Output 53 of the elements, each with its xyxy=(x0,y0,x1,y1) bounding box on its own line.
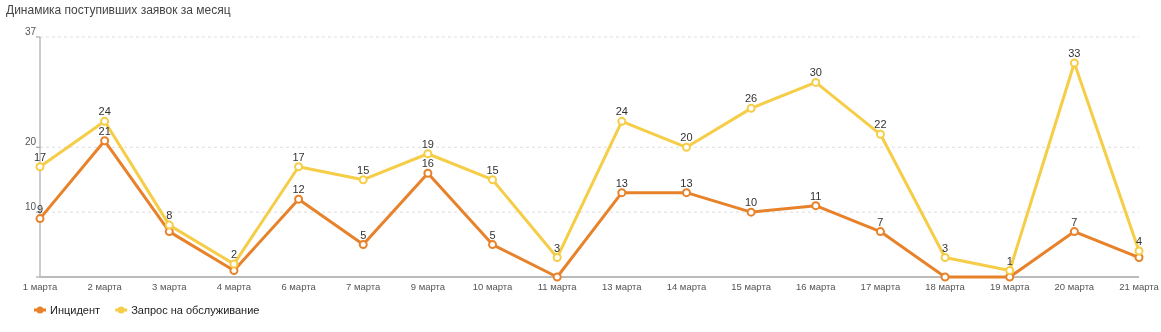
data-label: 15 xyxy=(357,163,370,176)
x-tick-label: 18 марта xyxy=(925,281,966,292)
data-label: 3 xyxy=(942,241,949,254)
data-label: 22 xyxy=(874,118,887,131)
x-tick-label: 7 марта xyxy=(346,281,382,292)
data-label: 17 xyxy=(292,150,305,163)
data-label: 11 xyxy=(810,189,822,202)
x-tick-label: 3 марта xyxy=(152,281,188,292)
data-label: 15 xyxy=(486,163,499,176)
chart-title: Динамика поступивших заявок за месяц xyxy=(6,3,231,17)
x-tick-label: 2 марта xyxy=(87,281,123,292)
x-tick-label: 10 марта xyxy=(472,281,514,292)
data-label: 19 xyxy=(421,137,435,150)
data-label: 13 xyxy=(680,176,693,189)
x-tick-label: 1 марта xyxy=(22,281,58,292)
data-label: 20 xyxy=(680,131,693,144)
legend-label: Инцидент xyxy=(50,304,101,316)
data-label: 2 xyxy=(230,248,237,261)
x-tick-label: 11 марта xyxy=(537,281,578,292)
x-tick-label: 15 марта xyxy=(731,281,772,292)
x-tick-label: 17 марта xyxy=(860,281,901,292)
data-label: 21 xyxy=(98,124,111,137)
data-label: 10 xyxy=(744,196,758,209)
y-tick-label: 20 xyxy=(24,136,37,148)
data-label: 30 xyxy=(809,66,822,79)
data-label: 17 xyxy=(33,150,47,163)
data-label: 9 xyxy=(36,202,44,215)
data-label: 7 xyxy=(1071,215,1078,228)
data-label: 24 xyxy=(615,105,628,118)
y-tick-label: 37 xyxy=(24,26,37,37)
x-tick-label: 16 марта xyxy=(795,281,837,292)
data-label: 12 xyxy=(292,183,305,196)
x-tick-label: 21 марта xyxy=(1119,281,1160,292)
data-label: 5 xyxy=(360,228,367,241)
data-label: 33 xyxy=(1068,46,1081,59)
x-tick-label: 14 марта xyxy=(666,281,707,292)
data-label: 8 xyxy=(166,209,173,222)
x-tick-label: 4 марта xyxy=(216,281,252,292)
data-label: 4 xyxy=(1135,235,1143,248)
legend-label: Запрос на обслуживание xyxy=(131,304,260,316)
data-label: 5 xyxy=(489,228,496,241)
x-tick-label: 19 марта xyxy=(989,281,1031,292)
data-label: 16 xyxy=(421,157,435,170)
data-label: 13 xyxy=(615,176,628,189)
x-tick-label: 9 марта xyxy=(410,281,446,292)
data-label: 24 xyxy=(98,105,111,118)
data-label: 7 xyxy=(877,215,884,228)
data-label: 3 xyxy=(554,241,561,254)
data-label: 26 xyxy=(744,92,758,105)
y-tick-label: 10 xyxy=(24,201,37,213)
x-tick-label: 6 марта xyxy=(281,281,317,292)
x-tick-label: 20 марта xyxy=(1054,281,1095,292)
x-tick-label: 13 марта xyxy=(602,281,643,292)
